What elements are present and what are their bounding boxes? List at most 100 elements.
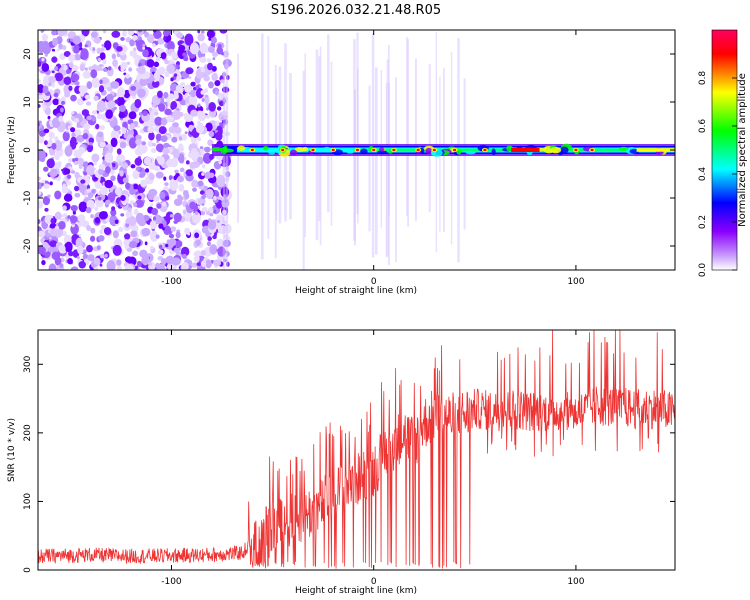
- noise-speck: [151, 207, 159, 216]
- noise-speck: [41, 259, 46, 266]
- noise-speck: [196, 136, 201, 142]
- noise-speck: [155, 77, 160, 82]
- signal-yellow-segment: [636, 148, 675, 152]
- noise-speck: [53, 92, 59, 98]
- noise-speck: [191, 262, 198, 268]
- noise-speck: [130, 230, 138, 238]
- noise-speck: [164, 182, 169, 187]
- noise-speck: [215, 131, 223, 141]
- noise-speck: [147, 126, 155, 134]
- signal-blob: [377, 150, 388, 155]
- noise-speck: [50, 217, 56, 225]
- noise-speck: [160, 258, 167, 266]
- snr-plot-area: [38, 330, 675, 570]
- noise-speck: [74, 171, 80, 179]
- noise-speck: [63, 168, 71, 175]
- noise-speck: [124, 263, 134, 270]
- noise-speck: [194, 211, 199, 215]
- noise-speck: [44, 35, 49, 40]
- noise-speck: [178, 156, 185, 164]
- noise-speck: [189, 42, 200, 55]
- noise-speck: [72, 210, 76, 215]
- noise-speck: [196, 262, 201, 266]
- noise-speck: [79, 63, 86, 72]
- noise-speck: [152, 220, 156, 225]
- noise-speck: [176, 32, 184, 39]
- noise-speck: [86, 115, 93, 120]
- noise-speck: [167, 101, 171, 107]
- noise-speck: [82, 88, 87, 94]
- noise-speck: [128, 67, 133, 72]
- noise-speck: [201, 172, 205, 176]
- noise-speck: [73, 118, 80, 123]
- noise-speck: [158, 249, 164, 255]
- noise-speck: [163, 225, 172, 236]
- noise-speck: [113, 125, 121, 132]
- noise-speck: [205, 114, 211, 119]
- noise-speck: [90, 227, 96, 234]
- noise-speck: [192, 187, 197, 192]
- noise-speck: [111, 162, 116, 168]
- noise-speck: [51, 251, 61, 261]
- noise-speck: [181, 253, 187, 259]
- noise-speck: [146, 59, 155, 68]
- noise-speck: [132, 250, 139, 257]
- noise-speck: [87, 254, 95, 262]
- noise-speck: [48, 75, 56, 84]
- noise-speck: [130, 164, 136, 169]
- noise-speck: [96, 100, 106, 113]
- noise-speck: [161, 201, 167, 207]
- signal-strong-segment: [511, 148, 540, 152]
- noise-speck: [121, 30, 127, 37]
- y-tick-label: 20: [23, 48, 33, 60]
- noise-speck: [130, 85, 137, 91]
- noise-speck: [41, 57, 45, 62]
- noise-speck: [132, 202, 138, 208]
- noise-speck: [197, 171, 206, 180]
- noise-speck: [135, 212, 145, 225]
- noise-speck: [38, 149, 46, 162]
- noise-speck: [168, 233, 175, 239]
- noise-speck: [199, 190, 205, 195]
- noise-speck: [218, 159, 222, 165]
- noise-speck: [73, 185, 80, 192]
- noise-speck: [128, 111, 137, 120]
- noise-speck: [148, 261, 153, 267]
- noise-speck: [120, 37, 125, 42]
- colorbar-tick-label: 0.4: [698, 167, 708, 182]
- spectrogram-xlabel: Height of straight line (km): [295, 286, 417, 296]
- noise-speck: [38, 79, 41, 83]
- signal-blob: [346, 149, 354, 154]
- noise-speck: [170, 83, 179, 93]
- noise-speck: [68, 85, 73, 91]
- noise-speck: [82, 133, 89, 140]
- noise-speck: [66, 174, 72, 179]
- noise-speck: [63, 64, 68, 71]
- noise-speck: [103, 147, 109, 152]
- noise-speck: [163, 142, 170, 149]
- noise-speck: [158, 126, 167, 135]
- noise-speck: [97, 196, 102, 201]
- noise-speck: [81, 30, 90, 36]
- noise-speck: [84, 67, 88, 71]
- noise-speck: [200, 67, 205, 73]
- noise-speck: [214, 79, 221, 87]
- noise-speck: [83, 123, 91, 130]
- noise-speck: [211, 73, 218, 82]
- noise-speck: [58, 115, 64, 123]
- noise-speck: [73, 54, 82, 61]
- noise-speck: [155, 171, 164, 179]
- noise-speck: [99, 125, 106, 131]
- noise-speck: [106, 260, 116, 270]
- noise-speck: [58, 244, 66, 254]
- noise-speck: [120, 213, 125, 217]
- signal-hotspot: [250, 148, 254, 152]
- noise-speck: [54, 225, 59, 230]
- noise-speck: [142, 49, 149, 58]
- noise-speck: [134, 199, 145, 208]
- noise-speck: [136, 125, 141, 128]
- noise-speck: [129, 188, 136, 196]
- y-tick-label: 300: [23, 355, 33, 372]
- noise-speck: [202, 193, 207, 199]
- noise-speck: [217, 43, 222, 49]
